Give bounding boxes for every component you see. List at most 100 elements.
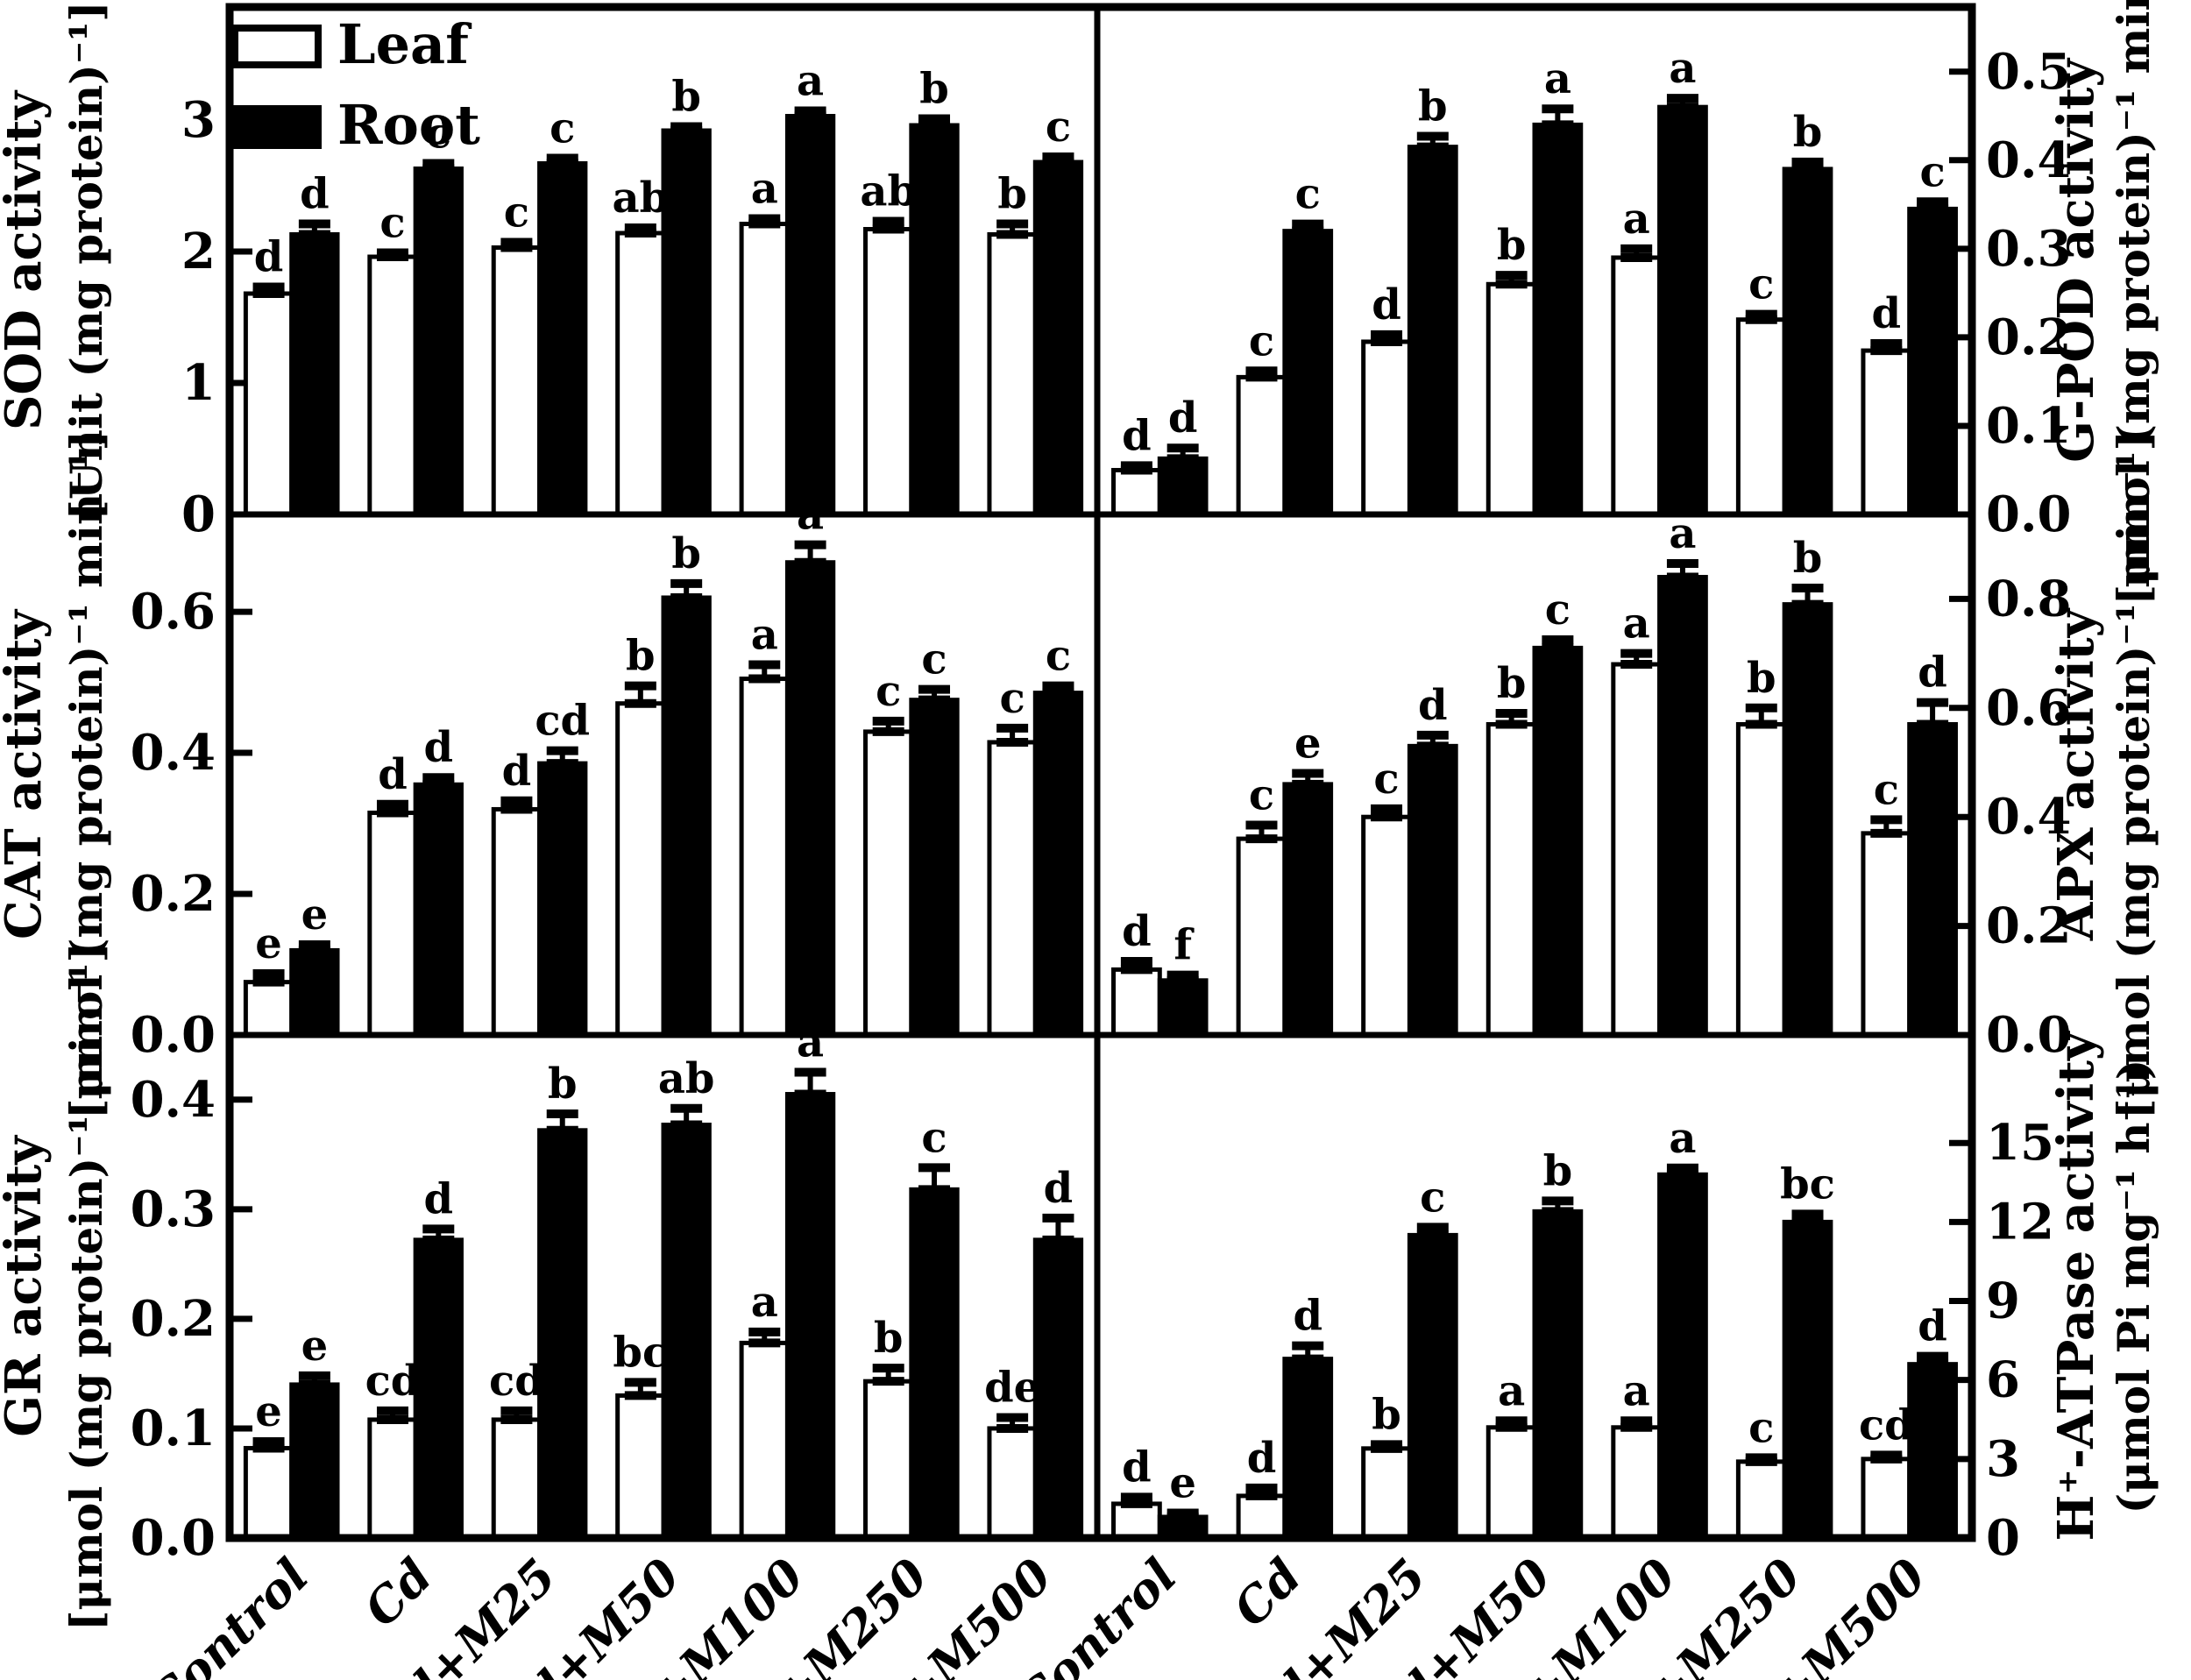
significance-letter-apx: b — [1497, 659, 1527, 708]
bar-atpase-root-3 — [1532, 1209, 1584, 1541]
bar-gr-root-4 — [784, 1092, 836, 1541]
bar-cat-root-2 — [537, 761, 588, 1038]
bar-gpod-leaf-5 — [1735, 317, 1787, 517]
significance-letter-atpase: a — [1669, 1114, 1696, 1163]
significance-letter-gr: a — [797, 1018, 824, 1067]
significance-letter-cat: e — [301, 890, 329, 939]
significance-letter-gpod: a — [1623, 195, 1650, 244]
bar-sod-root-2 — [537, 161, 588, 517]
bar-atpase-leaf-5 — [1735, 1459, 1787, 1541]
bar-cat-root-3 — [661, 595, 712, 1038]
bar-atpase-leaf-1 — [1236, 1493, 1287, 1541]
significance-letter-cat: cd — [535, 697, 590, 746]
significance-letter-sod: b — [919, 65, 949, 114]
significance-letter-gr: e — [301, 1322, 329, 1371]
bar-cat-root-0 — [289, 947, 340, 1038]
axis-unit-cat: [μmol (mg protein)⁻¹ min⁻¹] — [60, 430, 112, 1119]
bar-apx-leaf-4 — [1611, 662, 1663, 1038]
bar-cat-leaf-0 — [243, 980, 294, 1038]
axis-title-gpod: G-POD activity — [2047, 58, 2105, 463]
y-tick-label-sod: 1 — [181, 354, 216, 412]
axis-unit-atpase: (μmol Pi mg⁻¹ h⁻¹) — [2108, 1060, 2159, 1514]
significance-letter-gpod: c — [1295, 170, 1321, 219]
y-tick-label-cat: 0.6 — [131, 583, 216, 641]
significance-letter-gpod: a — [1669, 44, 1696, 93]
significance-letter-gr: e — [255, 1387, 282, 1436]
significance-letter-gr: cd — [489, 1357, 544, 1406]
significance-letter-gr: b — [874, 1314, 904, 1363]
bar-cat-leaf-4 — [739, 677, 790, 1038]
significance-letter-gpod: c — [1748, 260, 1774, 309]
legend-label-root: Root — [337, 93, 480, 157]
axis-title-apx: APX activity — [2047, 607, 2105, 941]
significance-letter-atpase: d — [1122, 1443, 1152, 1492]
significance-letter-gr: a — [751, 1278, 778, 1327]
significance-letter-atpase: bc — [1780, 1159, 1835, 1209]
significance-letter-apx: a — [1623, 599, 1650, 649]
significance-letter-gr: b — [548, 1060, 578, 1109]
bar-gr-leaf-2 — [491, 1417, 542, 1541]
bar-apx-leaf-6 — [1861, 831, 1912, 1038]
y-tick-label-atpase: 3 — [1986, 1430, 2020, 1488]
significance-letter-gr: d — [424, 1174, 454, 1223]
significance-letter-cat: e — [255, 919, 282, 968]
bar-cat-root-6 — [1032, 691, 1084, 1038]
significance-letter-apx: d — [1122, 907, 1152, 956]
bar-atpase-root-1 — [1282, 1357, 1334, 1541]
bar-gr-leaf-1 — [367, 1417, 418, 1541]
bar-cat-leaf-5 — [863, 729, 914, 1038]
y-tick-label-gpod: 0.5 — [1986, 43, 2071, 101]
significance-letter-cat: c — [1046, 632, 1071, 681]
figure-border — [225, 3, 1976, 1542]
bar-gr-root-1 — [413, 1237, 464, 1541]
bar-sod-root-0 — [289, 232, 340, 517]
bar-gr-root-3 — [661, 1123, 712, 1541]
significance-letter-atpase: a — [1623, 1366, 1650, 1415]
axis-unit-apx: [μmol (mg protein)⁻¹ min⁻¹] — [2108, 430, 2159, 1119]
axis-title-sod: SOD activity — [0, 90, 53, 430]
bar-atpase-leaf-6 — [1861, 1457, 1912, 1541]
significance-letter-sod: ab — [612, 174, 669, 223]
significance-letter-sod: a — [751, 165, 778, 214]
significance-letter-sod: c — [504, 188, 529, 237]
y-tick-label-apx: 0.4 — [1986, 788, 2071, 846]
panel-gr: 0.0 0.1 0.2 0.3 0.4 GR activity [μmol (mg prot… — [0, 942, 1084, 1631]
bar-atpase-leaf-0 — [1111, 1501, 1162, 1541]
bar-sod-root-6 — [1032, 159, 1084, 517]
significance-letter-apx: c — [1545, 585, 1571, 634]
y-tick-label-atpase: 12 — [1986, 1193, 2054, 1251]
significance-letter-gr: d — [1044, 1164, 1074, 1213]
significance-letter-sod: d — [300, 170, 330, 219]
bar-gr-leaf-3 — [615, 1393, 666, 1541]
y-tick-label-atpase: 15 — [1986, 1114, 2054, 1172]
axis-title-atpase: H⁺-ATPase activity — [2047, 1031, 2105, 1542]
y-tick-label-cat: 0.2 — [131, 865, 216, 923]
significance-letter-gpod: c — [1249, 316, 1274, 365]
bar-gpod-root-5 — [1782, 167, 1833, 517]
significance-letter-atpase: d — [1247, 1434, 1277, 1483]
bar-gr-root-2 — [537, 1128, 588, 1541]
significance-letter-apx: e — [1294, 719, 1322, 768]
y-tick-label-gpod: 0.0 — [1986, 486, 2071, 543]
bar-gpod-leaf-6 — [1861, 348, 1912, 517]
significance-letter-gpod: d — [1372, 280, 1401, 330]
significance-letter-cat: d — [378, 750, 408, 799]
y-tick-label-atpase: 9 — [1986, 1272, 2020, 1330]
y-tick-label-atpase: 0 — [1986, 1509, 2020, 1567]
significance-letter-apx: f — [1173, 921, 1195, 970]
significance-letter-atpase: b — [1543, 1146, 1573, 1195]
y-tick-label-sod: 0 — [181, 486, 216, 543]
significance-letter-sod: a — [797, 57, 824, 106]
y-tick-label-gr: 0.1 — [131, 1400, 216, 1457]
significance-letter-cat: b — [671, 529, 701, 578]
legend-swatch-leaf — [231, 25, 322, 68]
significance-letter-cat: c — [876, 667, 901, 716]
legend-swatch-root — [231, 105, 322, 149]
y-tick-label-gpod: 0.3 — [1986, 220, 2071, 278]
bar-sod-leaf-1 — [367, 254, 418, 517]
significance-letter-cat: d — [502, 747, 532, 796]
y-tick-label-sod: 2 — [181, 223, 216, 280]
significance-letter-apx: c — [1874, 765, 1899, 814]
significance-letter-sod: c — [1046, 103, 1071, 152]
